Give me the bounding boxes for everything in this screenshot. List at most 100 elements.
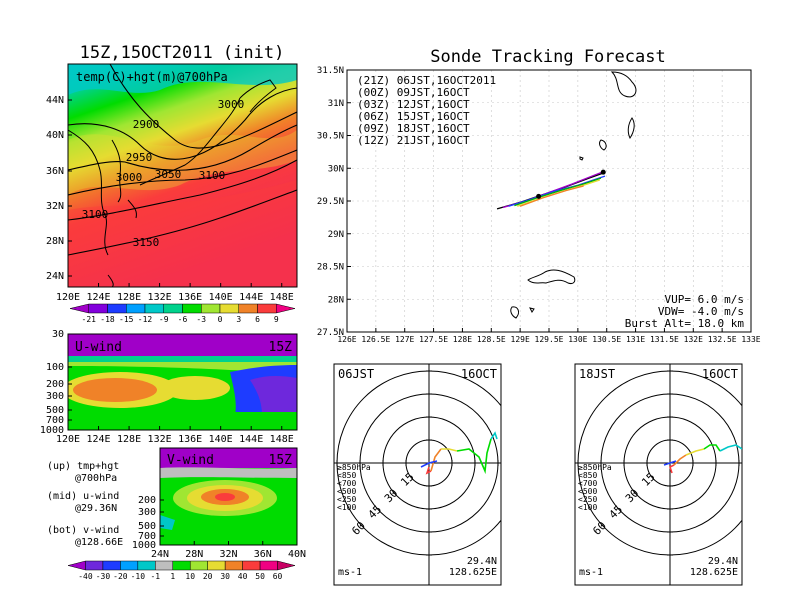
level-legend: <100 [337, 503, 356, 512]
colorbar-swatch [257, 303, 277, 314]
colorbar-swatch [120, 560, 139, 571]
map-panel-label: temp(C)+hgt(m)@700hPa [76, 70, 228, 84]
note-line: (mid) u-wind [47, 491, 119, 502]
colorbar-swatch [88, 303, 108, 314]
burst-alt-text: Burst Alt= 18.0 km [625, 317, 745, 330]
track-marker [536, 193, 542, 199]
v-wind-time: 15Z [269, 453, 293, 468]
colorbar-label: -18 [100, 315, 115, 324]
colorbar-label: -12 [138, 315, 153, 324]
lon-tick-label: 130E [568, 335, 587, 344]
colorbar-label: 40 [238, 572, 248, 581]
y-tick-label: 200 [138, 495, 156, 506]
level-legend: ≥850hPa [337, 463, 371, 472]
colorbar-swatch [85, 560, 104, 571]
x-tick-label: 36N [254, 549, 272, 560]
hodograph-trace [490, 431, 498, 440]
hodograph-trace [425, 466, 432, 475]
x-tick-label: 40N [288, 549, 306, 560]
lon-tick-label: 128E [453, 335, 472, 344]
map-title: 15Z,15OCT2011 (init) [80, 43, 285, 63]
contour-label: 3000 [116, 171, 143, 184]
colorbar-swatch [201, 303, 221, 314]
lat-tick-label: 31.5N [317, 66, 344, 76]
lon-tick-label: 127E [395, 335, 414, 344]
legend-entry: (09Z) 18JST,16OCT [357, 122, 470, 135]
colorbar-swatch [189, 560, 208, 571]
x-tick-label: 136E [178, 434, 202, 445]
hodograph-trace [456, 438, 492, 475]
lat-tick-label: 29.5N [317, 197, 344, 207]
colorbar-swatch [259, 560, 278, 571]
hodograph-lon: 128.625E [690, 567, 738, 578]
colorbar-swatch [172, 560, 191, 571]
note-sub: @700hPa [75, 473, 117, 484]
legend-entry: (00Z) 09JST,16OCT [357, 86, 470, 99]
colorbar-swatch [155, 560, 174, 571]
colorbar-label: -21 [82, 315, 97, 324]
lat-tick-label: 30N [328, 164, 344, 174]
v-wind-x-labels: 24N 28N 32N 36N 40N [151, 541, 306, 560]
lat-tick-label: 27.5N [317, 328, 344, 338]
colorbar-swatch [137, 560, 156, 571]
lon-tick-label: 131E [626, 335, 645, 344]
colorbar-swatch [69, 303, 89, 314]
hodograph-date: 16OCT [702, 367, 738, 381]
lat-tick-label: 36N [46, 166, 64, 177]
contour-label: 2950 [126, 151, 153, 164]
vup-text: VUP= 6.0 m/s [665, 293, 744, 306]
contour-label: 2900 [133, 118, 160, 131]
lat-tick-label: 28N [46, 236, 64, 247]
colorbar-label: -15 [119, 315, 134, 324]
map-lon-labels: 120E 124E 128E 132E 136E 140E 144E 148E [56, 283, 294, 303]
lon-tick-label: 120E [56, 292, 80, 303]
lat-tick-label: 32N [46, 201, 64, 212]
tracking-lat-labels: 31.5N 31N 30.5N 30N 29.5N 29N 28.5N 28N 27.5N [317, 66, 351, 338]
hodograph-trace [420, 460, 438, 468]
colorbar-label: -30 [96, 572, 111, 581]
y-tick-label: 1000 [40, 425, 64, 436]
lat-tick-label: 28.5N [317, 263, 344, 273]
map-frame [67, 63, 298, 288]
y-tick-label: 500 [138, 521, 156, 532]
v-wind-field [160, 448, 297, 545]
level-legend: <250 [578, 495, 597, 504]
colorbar-label: 6 [255, 315, 260, 324]
level-legend: <500 [337, 487, 356, 496]
hodograph-frame [333, 363, 502, 586]
y-tick-label: 300 [46, 391, 64, 402]
lon-tick-label: 130.5E [592, 335, 621, 344]
hodograph-trace [441, 448, 458, 452]
y-tick-label: 700 [46, 415, 64, 426]
note-sub: @128.66E [75, 537, 123, 548]
u-wind-frame [67, 333, 298, 431]
hodograph-trace [663, 460, 677, 466]
map-lat-labels: 44N 40N 36N 32N 28N 24N [46, 95, 72, 282]
colorbar-swatch [224, 560, 243, 571]
y-tick-label: 700 [138, 531, 156, 542]
colorbar-swatch [144, 303, 164, 314]
colorbar-swatch [182, 303, 202, 314]
tracking-grid [347, 70, 751, 332]
u-wind-time: 15Z [269, 340, 293, 355]
lon-tick-label: 124E [86, 292, 110, 303]
colorbar-label: 50 [255, 572, 265, 581]
lat-tick-label: 40N [46, 130, 64, 141]
v-wind-label: V-wind [167, 453, 214, 468]
y-tick-label: 300 [138, 507, 156, 518]
level-legend: <700 [337, 479, 356, 488]
legend-entry: (03Z) 12JST,16OCT [357, 98, 470, 111]
lon-tick-label: 132.5E [708, 335, 737, 344]
level-legend: <700 [578, 479, 597, 488]
tracking-lon-labels: 126E 126.5E 127E 127.5E 128E 128.5E 129E 129.5E… [337, 328, 761, 344]
unit-label: ms-1 [338, 567, 362, 578]
colorbar-swatch [107, 303, 127, 314]
x-tick-label: 28N [185, 549, 203, 560]
lat-tick-label: 24N [46, 271, 64, 282]
temperature-colorbar: -21 -18 -15 -12 -9 -6 -3 0 3 6 9 [69, 303, 296, 324]
x-tick-label: 24N [151, 549, 169, 560]
lat-tick-label: 30.5N [317, 132, 344, 142]
colorbar-swatch [207, 560, 226, 571]
contour-label: 3100 [82, 208, 109, 221]
